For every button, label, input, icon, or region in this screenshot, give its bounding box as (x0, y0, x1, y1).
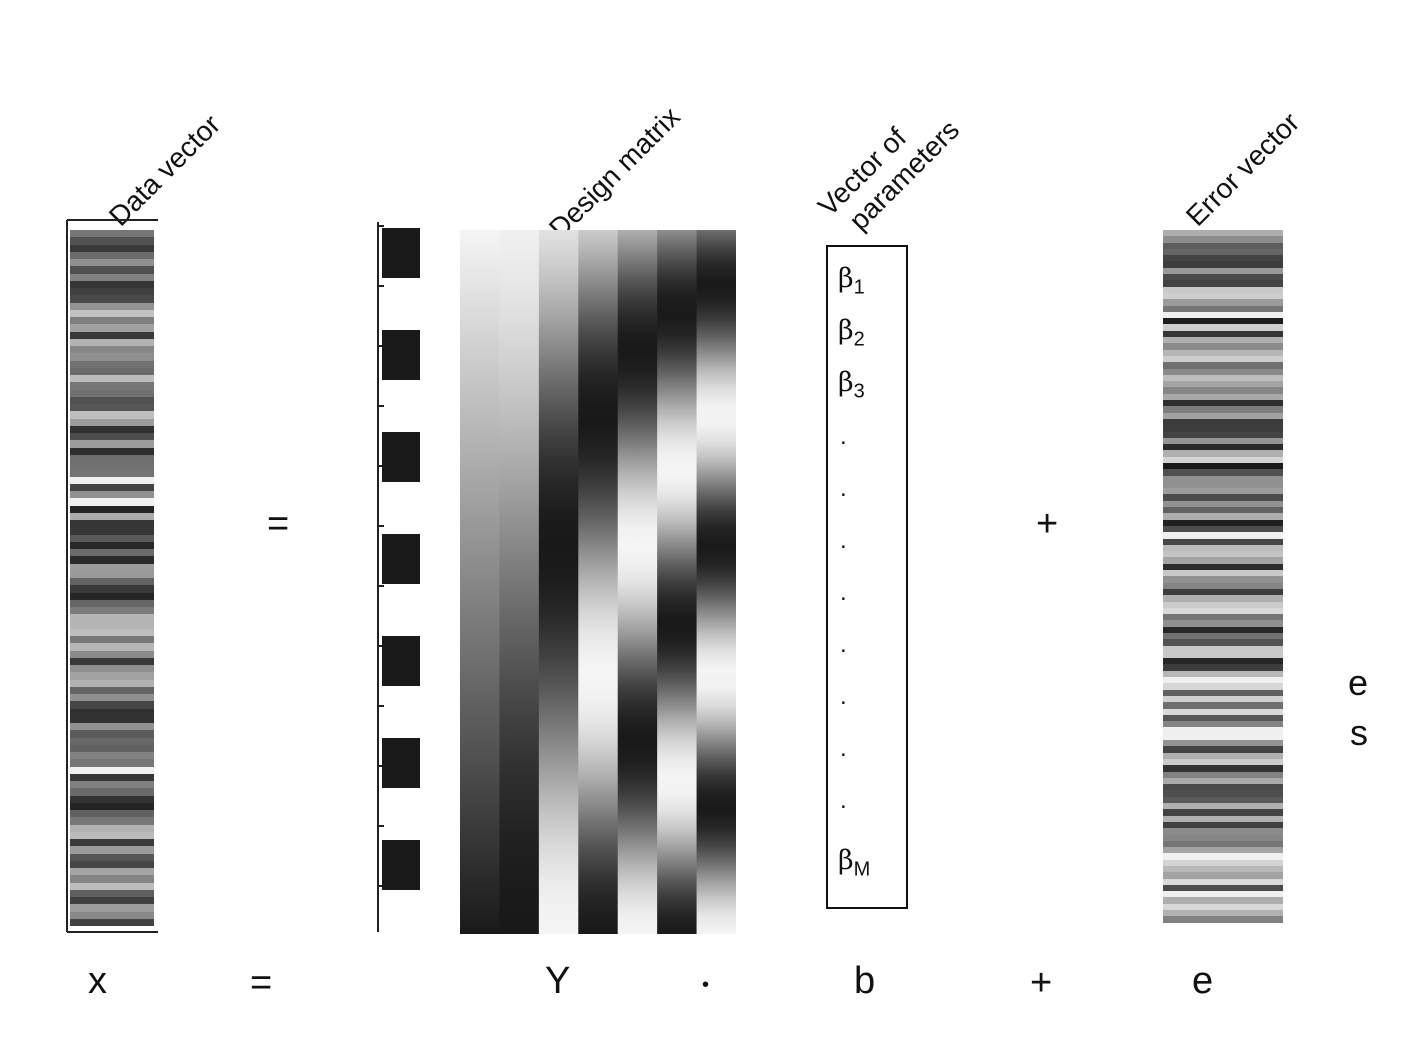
parameter-vector-box (826, 245, 908, 909)
beta-2-symbol: β (838, 315, 854, 346)
data-vector-frame (66, 219, 158, 933)
beta-m: βM (838, 845, 870, 881)
ellipsis-dot: . (840, 735, 847, 762)
ellipsis-dot: . (840, 579, 847, 606)
equation-b: b (854, 960, 876, 1002)
ellipsis-dot: . (840, 527, 847, 554)
ellipsis-dot: . (840, 787, 847, 814)
beta-m-subscript: M (853, 858, 871, 881)
beta-m-symbol: β (838, 845, 854, 876)
beta-2: β2 (838, 315, 865, 351)
data-vector-label: Data vector (103, 108, 227, 232)
ellipsis-dot: . (840, 631, 847, 658)
beta-1-symbol: β (838, 263, 854, 294)
ellipsis-dot: . (840, 683, 847, 710)
beta-3-subscript: 3 (853, 380, 865, 403)
side-letter-s: s (1350, 712, 1368, 753)
equation-e: e (1192, 960, 1214, 1002)
side-letter-e: e (1348, 662, 1369, 703)
vector-of-parameters-label: Vector of parameters (812, 91, 966, 245)
design-matrix (460, 230, 736, 934)
design-matrix-label: Design matrix (543, 100, 686, 244)
data-vector (70, 230, 154, 927)
equation-dot: • (702, 974, 710, 996)
equation-x: x (88, 960, 107, 1002)
equation-Y: Y (545, 960, 571, 1002)
error-vector-label: Error vector (1180, 106, 1306, 232)
equation-equals: = (250, 962, 273, 1004)
beta-3-symbol: β (838, 367, 854, 398)
ellipsis-dot: . (840, 423, 847, 450)
beta-2-subscript: 2 (853, 328, 865, 351)
ellipsis-dot: . (840, 475, 847, 502)
beta-3: β3 (838, 367, 865, 403)
equals-sign-middle: = (267, 503, 290, 545)
equation-plus: + (1030, 962, 1053, 1004)
error-vector (1163, 230, 1283, 924)
boxcar-regressor (377, 222, 420, 932)
beta-1-subscript: 1 (853, 276, 865, 299)
plus-sign-middle: + (1036, 503, 1059, 545)
beta-1: β1 (838, 263, 865, 299)
